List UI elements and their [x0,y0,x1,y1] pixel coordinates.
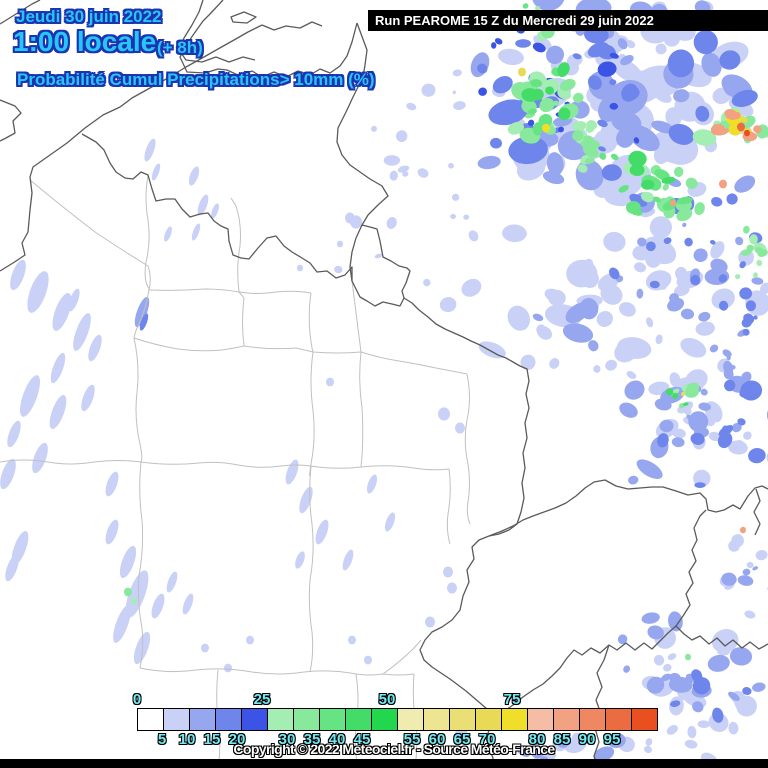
legend-tick-label: 50 [378,691,396,708]
legend-cell [475,708,502,731]
channel-coastline [0,24,263,272]
forecast-offset-label: (+ 8h) [157,38,203,57]
bottom-black-bar [0,759,768,768]
department-borders [0,175,471,768]
legend-cell [345,708,372,731]
legend-cell [137,708,164,731]
germany-border [336,22,389,226]
legend-cell [397,708,424,731]
legend-tick-label: 0 [132,691,142,708]
scheldt-island [230,11,257,24]
legend-tick-label: 35 [303,731,321,748]
scheldt-estuary [178,0,256,63]
switzerland-east-border [675,509,707,627]
lake-constance-shore [753,488,761,536]
legend-tick-label: 10 [178,731,196,748]
copyright-label: Copyright © 2022 Meteociel.fr - Source M… [233,741,555,757]
legend-tick-label: 55 [403,731,421,748]
switzerland-south-border [491,625,768,718]
switzerland-germany-border [488,479,768,537]
legend-tick-label: 25 [253,691,271,708]
forecast-date-label: Jeudi 30 juin 2022 [16,7,162,26]
legend-tick-label: 70 [478,731,496,748]
england-coast [0,99,22,142]
legend-cell [449,708,476,731]
luxembourg-border [349,224,411,307]
legend-tick-label: 95 [603,731,621,748]
alps-border [593,644,610,768]
legend-cell [241,708,268,731]
legend-cell [527,708,554,731]
legend-tick-label: 65 [453,731,471,748]
legend-cell [371,708,398,731]
legend-cell [319,708,346,731]
france-belgium-border [81,133,353,281]
map-parameter-label: Probabilité Cumul Precipitations> 10mm (… [17,70,375,89]
legend-tick-label: 75 [503,691,521,708]
legend-tick-label: 30 [278,731,296,748]
legend-tick-label: 15 [203,731,221,748]
run-info-banner: Run PEAROME 15 Z du Mercredi 29 juin 202… [368,10,768,31]
legend-cell [163,708,190,731]
legend-cell [423,708,450,731]
france-germany-border [403,297,530,537]
legend-tick-label: 40 [328,731,346,748]
belgium-netherlands-border [179,0,228,74]
legend-cell [605,708,632,731]
legend-cell [501,708,528,731]
legend-cell [293,708,320,731]
england-coast [0,0,41,25]
legend-tick-label: 90 [578,731,596,748]
legend-tick-label: 20 [228,731,246,748]
legend-tick-label: 5 [157,731,167,748]
legend-cell [189,708,216,731]
legend-cell [267,708,294,731]
legend-cell [579,708,606,731]
legend-cell [631,708,658,731]
belgium-netherlands-border [226,22,358,78]
legend-tick-label: 80 [528,731,546,748]
legend-tick-label: 85 [553,731,571,748]
probability-scale [137,708,658,731]
legend-cell [553,708,580,731]
legend-tick-label: 60 [428,731,446,748]
legend-tick-label: 45 [353,731,371,748]
forecast-time-label: 1:00 locale [13,26,157,57]
scheldt-estuary [261,21,323,31]
legend-cell [215,708,242,731]
